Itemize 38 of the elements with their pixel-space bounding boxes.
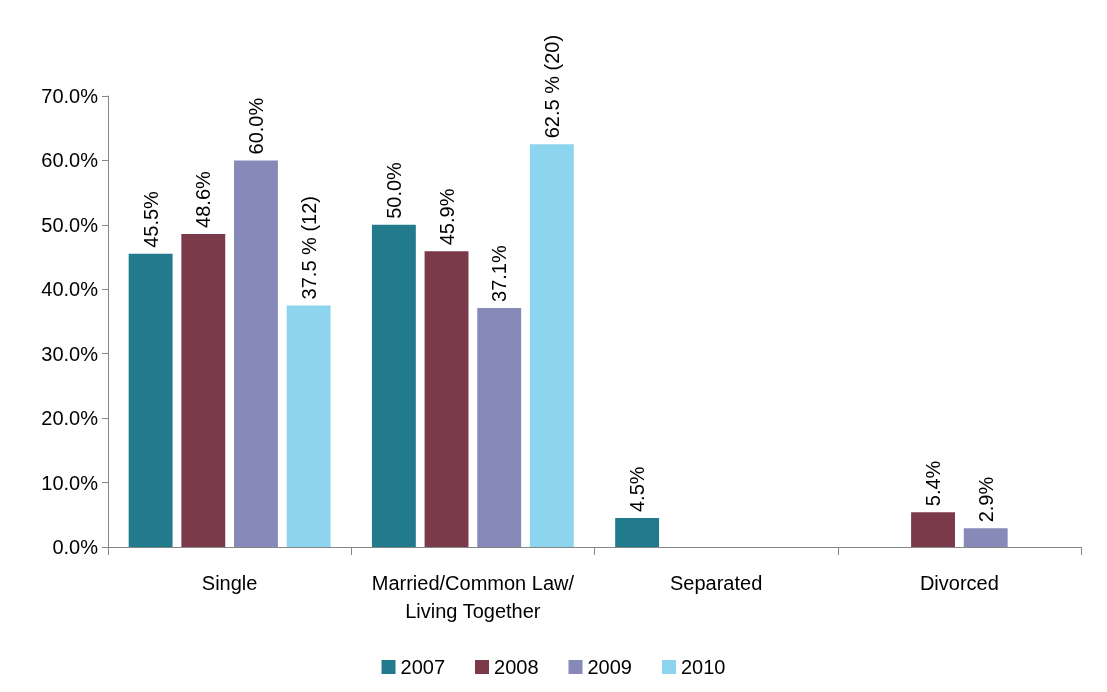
legend-label: 2008 <box>494 656 539 678</box>
data-label: 45.9% <box>435 188 458 246</box>
bar <box>286 305 331 547</box>
bar <box>477 307 522 547</box>
data-label: 45.5% <box>139 190 162 248</box>
bar <box>529 144 574 547</box>
bar <box>128 253 173 547</box>
bar <box>371 224 416 547</box>
bar <box>181 233 226 547</box>
y-tick-label: 40.0% <box>41 278 99 301</box>
y-tick-label: 30.0% <box>41 342 99 365</box>
data-label: 62.5 % (20) <box>540 34 563 139</box>
bar <box>234 160 278 547</box>
y-tick-label: 60.0% <box>41 149 99 172</box>
data-label: 48.6% <box>192 170 215 228</box>
data-label: 37.5 % (12) <box>297 196 320 300</box>
data-label: 37.1% <box>488 245 511 302</box>
bar <box>615 518 660 547</box>
x-tick-label: Separated <box>669 572 763 594</box>
x-tick-label: Single <box>201 572 258 594</box>
bar <box>911 512 955 547</box>
x-tick-label: Married/Common Law/Living Together <box>371 572 575 622</box>
legend-label: 2010 <box>680 656 726 678</box>
bar <box>963 528 1008 547</box>
data-label: 2.9% <box>974 476 997 523</box>
y-tick-label: 0.0% <box>52 536 99 558</box>
data-label: 4.5% <box>626 466 649 513</box>
legend-label: 2007 <box>400 656 446 678</box>
data-label: 50.0% <box>382 161 405 219</box>
data-label: 5.4% <box>922 460 945 507</box>
x-tick-label: Divorced <box>919 572 999 594</box>
y-tick-label: 50.0% <box>41 213 99 236</box>
legend-label: 2009 <box>587 656 632 678</box>
data-label: 60.0% <box>244 97 267 155</box>
y-tick-label: 10.0% <box>41 471 99 494</box>
bar <box>424 251 469 547</box>
y-tick-label: 70.0% <box>41 85 99 107</box>
y-tick-label: 20.0% <box>41 407 99 430</box>
